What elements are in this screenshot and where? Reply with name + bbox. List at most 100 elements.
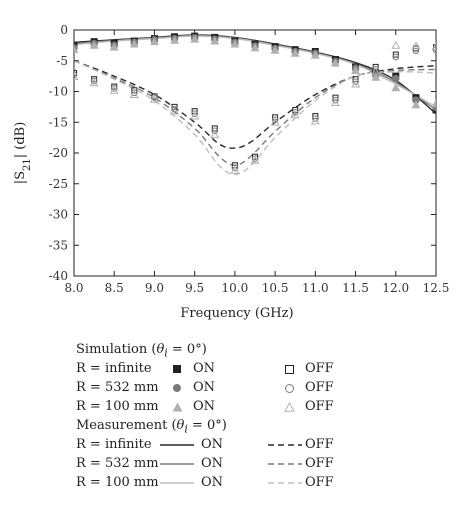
x-axis-label: Frequency (GHz) [180,306,293,321]
data-point-circle-open [412,47,420,55]
data-point-triangle-open [230,165,240,174]
series-line-3 [74,60,436,149]
series-line-5 [74,60,436,176]
data-point-circle-open [90,77,98,85]
x-tick-label: 9.5 [185,281,204,295]
data-point-triangle-open [290,110,300,119]
data-point-circle-open [312,115,319,122]
legend-meas-on-2: ON [201,456,224,471]
data-point-circle-open [251,155,259,162]
y-tick-label: -20 [49,146,68,160]
data-point-circle-open [74,71,78,79]
data-point-triangle-open [391,40,401,49]
legend-filled-triangle-icon [172,402,183,412]
data-point-triangle-filled [431,99,436,108]
plot-area [74,32,436,176]
data-point-square-open [191,108,198,115]
legend-meas-r-532-label: R = 532 mm [76,456,159,471]
s21-chart: 8.0 8.5 9.0 9.5 10.0 10.5 11.0 11.5 12.0 12.5 0 -5 -… [13,23,450,321]
data-point-triangle-filled [74,45,79,54]
data-point-triangle-open [190,111,200,120]
data-point-circle-open [191,110,198,117]
data-point-circle-open [392,53,400,61]
data-point-triangle-open [170,106,180,115]
data-point-circle-open [231,164,239,172]
data-point-circle-open [211,127,219,135]
data-point-square-open [272,114,279,121]
legend-sim-on-2: ON [193,380,216,395]
legend-meas-off-2: OFF [305,456,334,471]
legend-open-square-icon [285,365,294,374]
data-point-circle-open [291,109,299,116]
data-point-triangle-open [74,72,79,81]
data-point-triangle-open [351,79,361,88]
data-point-square-open [312,113,319,120]
legend-solid-line-mid-icon [160,463,194,465]
data-point-square-open [131,87,138,94]
data-point-triangle-filled [351,65,361,74]
x-tick-label: 8.0 [64,281,83,295]
data-point-triangle-open [431,41,436,50]
x-tick-label: 8.5 [105,281,124,295]
legend-meas-off-1: OFF [305,437,334,452]
data-point-triangle-open [149,94,159,103]
legend-dashed-line-light-icon [268,482,302,484]
data-point-circle-filled [392,74,400,83]
data-point-circle-open [372,66,379,73]
legend-sim-off-3: OFF [305,399,334,414]
data-point-square-open [372,63,379,70]
legend-sim-r-infinite-label: R = infinite [76,361,152,376]
data-point-square-open [392,51,399,58]
legend-filled-circle-icon [173,384,181,392]
data-point-circle-open [110,85,118,92]
data-point-triangle-open [250,155,260,164]
legend-sim-on-1: ON [193,361,216,376]
x-tick-label: 9.0 [145,281,164,295]
data-point-triangle-open [330,97,340,106]
legend-filled-square-icon [173,365,181,373]
y-tick-label: -5 [56,54,68,68]
data-point-circle-open [332,96,339,104]
y-tick-label: 0 [60,23,68,37]
data-point-circle-open [352,78,359,85]
data-point-triangle-filled [270,45,280,54]
legend-sim-off-2: OFF [305,380,334,395]
data-point-triangle-filled [89,40,99,49]
data-point-triangle-filled [290,48,300,57]
data-point-triangle-open [310,116,320,125]
x-tick-label: 10.5 [262,281,289,295]
data-point-triangle-filled [330,58,340,67]
y-tick-label: -10 [49,85,68,99]
data-point-triangle-filled [250,43,260,52]
x-tick-label: 12.5 [423,281,450,295]
data-point-triangle-open [89,78,99,87]
data-point-circle-open [151,94,158,101]
legend-sim-off-1: OFF [305,361,334,376]
data-point-triangle-filled [230,39,240,48]
legend-open-triangle-icon [284,402,295,412]
data-point-triangle-open [371,67,381,76]
legend-measurement-heading: Measurement (θi = 0°) [76,418,227,436]
legend-meas-r-infinite-label: R = infinite [76,437,152,452]
x-tick-label: 10.0 [222,281,249,295]
y-tick-label: -35 [49,238,68,252]
legend-meas-r-100-label: R = 100 mm [76,475,159,490]
data-point-triangle-open [109,85,119,94]
data-point-triangle-filled [210,36,220,45]
data-point-triangle-filled [109,42,119,51]
data-point-triangle-open [270,117,280,126]
data-point-square-open [231,162,238,169]
data-point-square-open [332,94,339,101]
y-tick-label: -30 [49,208,68,222]
data-point-circle-open [171,106,178,113]
data-point-triangle-filled [170,35,180,44]
legend-dashed-line-mid-icon [268,463,302,465]
y-axis-label: |S21| (dB) [13,122,33,185]
data-point-triangle-filled [149,37,159,46]
legend-sim-on-3: ON [193,399,216,414]
data-point-triangle-open [210,129,220,138]
y-tick-label: -25 [49,177,68,191]
legend-meas-on-1: ON [201,437,224,452]
x-tick-label: 11.5 [342,281,369,295]
data-point-triangle-open [129,89,139,98]
